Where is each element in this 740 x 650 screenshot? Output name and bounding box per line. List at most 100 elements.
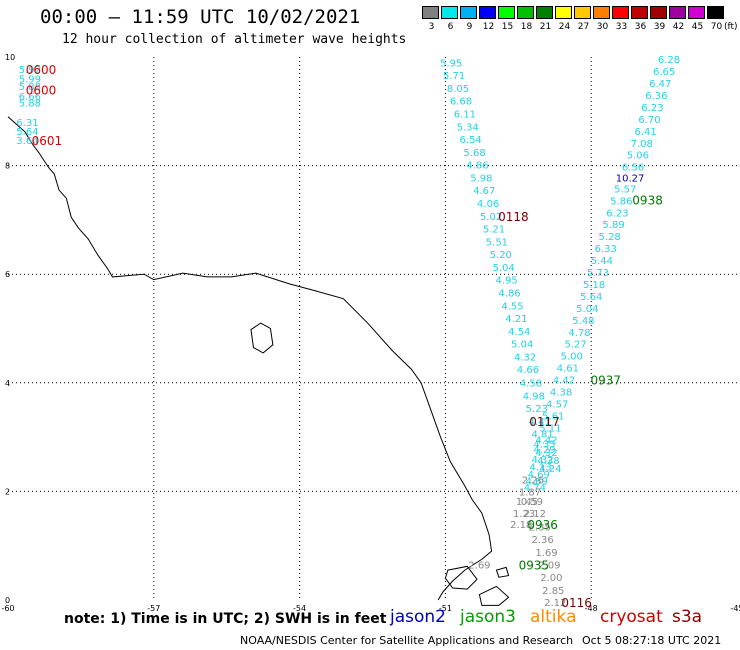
wave-height-value: 6.23 <box>641 103 663 114</box>
wave-height-value: 4.95 <box>496 276 518 287</box>
legend-jason3: jason3 <box>460 607 516 627</box>
lat-tick-label: 6 <box>5 270 10 279</box>
page-subtitle: 12 hour collection of altimeter wave hei… <box>62 32 407 47</box>
wave-height-value: 5.71 <box>443 71 465 82</box>
wave-height-value: 4.06 <box>477 199 499 210</box>
color-bin-27 <box>574 6 591 19</box>
wave-height-value: 4.54 <box>508 327 530 338</box>
wave-height-value: 6.23 <box>606 208 628 219</box>
wave-height-value: 1.23 <box>513 509 535 520</box>
color-bin-33 <box>612 6 629 19</box>
legend-s3a: s3a <box>672 607 703 627</box>
lon-tick-label: -51 <box>439 604 452 613</box>
pass-time-label: 0117 <box>529 415 560 429</box>
footer-credit: NOAA/NESDIS Center for Satellite Applica… <box>240 634 574 647</box>
wave-height-value: 6.70 <box>638 115 660 126</box>
lon-tick-label: -54 <box>293 604 306 613</box>
wave-height-value: 4.69 <box>528 470 550 481</box>
pass-time-label: 0938 <box>632 193 663 207</box>
color-bin-21 <box>536 6 553 19</box>
color-bin-70 <box>707 6 724 19</box>
wave-height-value: 5.64 <box>16 127 38 138</box>
wave-height-value: 2.12 <box>524 509 546 520</box>
lat-tick-label: 4 <box>5 379 10 388</box>
wave-height-value: 4.24 <box>539 464 561 475</box>
color-bin-label: 12 <box>482 22 495 32</box>
wave-height-value: 4.42 <box>553 376 575 387</box>
wave-height-value: 5.21 <box>483 225 505 236</box>
coastline <box>7 116 510 606</box>
delta-island <box>478 585 510 606</box>
wave-height-value: 1.45 <box>516 497 538 508</box>
pass-time-labels: 0600 0600 0601 0118 0938 0937 0117 0936 0935 0116 <box>26 63 663 610</box>
wave-height-value: 6.11 <box>454 109 476 120</box>
wave-height-value: 7.08 <box>631 139 653 150</box>
color-bin-label: 24 <box>558 22 571 32</box>
wave-height-value: 2.12 <box>544 598 566 609</box>
color-bin-label: 33 <box>615 22 628 32</box>
color-bin-36 <box>631 6 648 19</box>
color-bin-label: 18 <box>520 22 533 32</box>
lat-tick-label: 8 <box>5 162 10 171</box>
wave-height-value: 5.06 <box>627 151 649 162</box>
wave-height-value: 3.64 <box>16 136 38 147</box>
wave-height-value: 2.09 <box>538 561 560 572</box>
wave-height-value: 2.85 <box>542 586 564 597</box>
pass-time-label: 0936 <box>527 518 558 532</box>
color-bin-label: 6 <box>447 22 454 32</box>
wave-height-value: 5.95 <box>440 58 462 69</box>
wave-height-value: 5.73 <box>587 268 609 279</box>
color-bin-9 <box>460 6 477 19</box>
delta-island <box>444 565 478 590</box>
wave-height-value: 5.02 <box>480 212 502 223</box>
note-text: note: 1) Time is in UTC; 2) SWH is in fe… <box>64 611 387 627</box>
color-bin-18 <box>517 6 534 19</box>
wave-height-value: 5.00 <box>561 352 583 363</box>
lat-tick-label: 2 <box>5 487 10 496</box>
wave-height-value: 5.18 <box>583 280 605 291</box>
wave-height-value: 4.42 <box>535 435 557 446</box>
wave-height-value: 4.58 <box>520 378 542 389</box>
wave-height-value: 5.04 <box>511 340 533 351</box>
wave-height-value: 1.87 <box>519 487 541 498</box>
south-america-coastline <box>7 116 493 601</box>
wave-height-value: 4.86 <box>498 289 520 300</box>
wave-height-value: 5.28 <box>599 232 621 243</box>
wave-height-value: 5.68 <box>463 148 485 159</box>
lat-tick-label: 10 <box>5 53 15 62</box>
color-bin-3 <box>422 6 439 19</box>
wave-height-value: 4.86 <box>466 161 488 172</box>
wave-height-value: 5.20 <box>490 250 512 261</box>
wave-height-value: 5.51 <box>486 238 508 249</box>
reservoir-lake <box>250 322 274 354</box>
wave-height-value: 5.89 <box>602 220 624 231</box>
wave-height-value: 4.35 <box>533 440 555 451</box>
color-bin-label: 3 <box>428 22 435 32</box>
color-bin-42 <box>669 6 686 19</box>
footer-date: Oct 5 08:27:18 UTC 2021 <box>582 634 722 647</box>
color-bin-label: 70 <box>710 22 723 32</box>
wave-height-value: 5.88 <box>19 82 41 93</box>
lon-tick-label: -48 <box>585 604 598 613</box>
pass-time-label: 0601 <box>32 134 63 148</box>
wave-height-value: 4.74 <box>524 483 546 494</box>
color-bin-label: 27 <box>577 22 590 32</box>
wave-height-value: 5.34 <box>457 123 479 134</box>
wave-height-value: 6.41 <box>634 127 656 138</box>
wave-height-values: 5.925.995.886.665.886.315.643.645.955.71… <box>16 55 680 609</box>
color-bin-label: 39 <box>653 22 666 32</box>
lon-tick-label: -57 <box>147 604 160 613</box>
wave-height-value: 2.36 <box>531 535 553 546</box>
wave-height-value: 5.57 <box>614 184 636 195</box>
wave-height-value: 5.23 <box>526 404 548 415</box>
wave-height-value: 6.47 <box>649 79 671 90</box>
wave-height-value: 4.66 <box>517 365 539 376</box>
pass-time-label: 0116 <box>561 596 592 610</box>
wave-height-value: 4.98 <box>523 391 545 402</box>
wave-height-value: 5.44 <box>591 256 613 267</box>
color-bin-label: 30 <box>596 22 609 32</box>
legend-altika: altika <box>530 607 577 627</box>
pass-time-label: 0935 <box>519 559 550 573</box>
wave-height-value: 6.65 <box>653 67 675 78</box>
page-title: 00:00 – 11:59 UTC 10/02/2021 <box>40 6 361 28</box>
